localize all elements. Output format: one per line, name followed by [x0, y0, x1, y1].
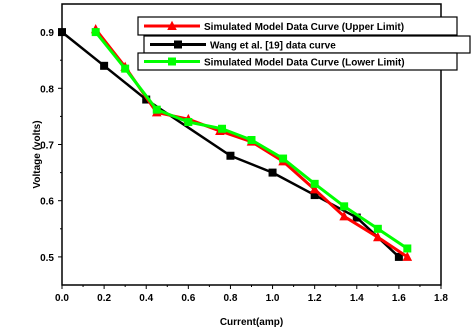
x-axis-title: Current(amp) [220, 317, 283, 328]
x-tick-label: 1.6 [392, 293, 406, 304]
data-point [373, 224, 382, 233]
data-point [340, 202, 349, 211]
data-point [226, 151, 235, 160]
y-tick-label: 0.6 [40, 197, 54, 208]
legend-box [137, 16, 458, 36]
y-tick-label: 0.9 [40, 28, 54, 39]
data-point [394, 252, 403, 261]
data-point [373, 231, 383, 242]
data-point [268, 168, 277, 177]
data-point [91, 28, 100, 37]
series-layer [58, 24, 413, 261]
axis-layer: 0.0 0.2 0.4 0.6 0.8 1.0 1.2 1.4 1.6 1.8 0.5 0.6 0.7 0… [40, 28, 448, 304]
y-tick-label: 0.5 [40, 253, 54, 264]
data-point [310, 191, 319, 200]
data-point [279, 154, 288, 163]
x-tick-label: 1.0 [266, 293, 280, 304]
legend: Simulated Model Data Curve (Upper Limit)… [137, 16, 471, 71]
y-tick-label: 0.8 [40, 84, 54, 95]
data-point [247, 136, 256, 145]
data-point [310, 179, 319, 188]
legend-entry: Simulated Model Data Curve (Lower Limit) [204, 58, 405, 69]
x-tick-label: 1.8 [434, 293, 448, 304]
x-tick-label: 1.4 [350, 293, 364, 304]
y-tick-label: 0.7 [40, 141, 54, 152]
x-tick-label: 0.4 [139, 293, 153, 304]
legend-entry: Wang et al. [19] data curve [210, 41, 336, 52]
data-point [352, 213, 361, 222]
data-point [100, 61, 109, 70]
data-point [152, 105, 161, 114]
data-point [218, 124, 227, 133]
series-2 [91, 28, 412, 253]
data-point [402, 251, 413, 261]
x-tick-label: 0.8 [223, 293, 237, 304]
x-tick-label: 1.2 [308, 293, 322, 304]
legend-entry: Simulated Model Data Curve (Upper Limit) [204, 22, 404, 33]
data-point [184, 118, 193, 127]
x-tick-label: 0.6 [181, 293, 195, 304]
data-point [339, 211, 349, 221]
data-point [121, 64, 130, 73]
legend-box [137, 52, 458, 71]
legend-swatch-marker [168, 57, 176, 66]
y-axis-title: Voltage (volts) [32, 120, 43, 188]
series-line [61, 31, 400, 258]
legend-swatch-marker [167, 20, 177, 30]
x-tick-label: 0.0 [55, 293, 69, 304]
data-point [403, 244, 412, 253]
legend-swatch-marker [174, 40, 182, 49]
data-point [309, 184, 320, 194]
x-tick-label: 0.2 [97, 293, 111, 304]
